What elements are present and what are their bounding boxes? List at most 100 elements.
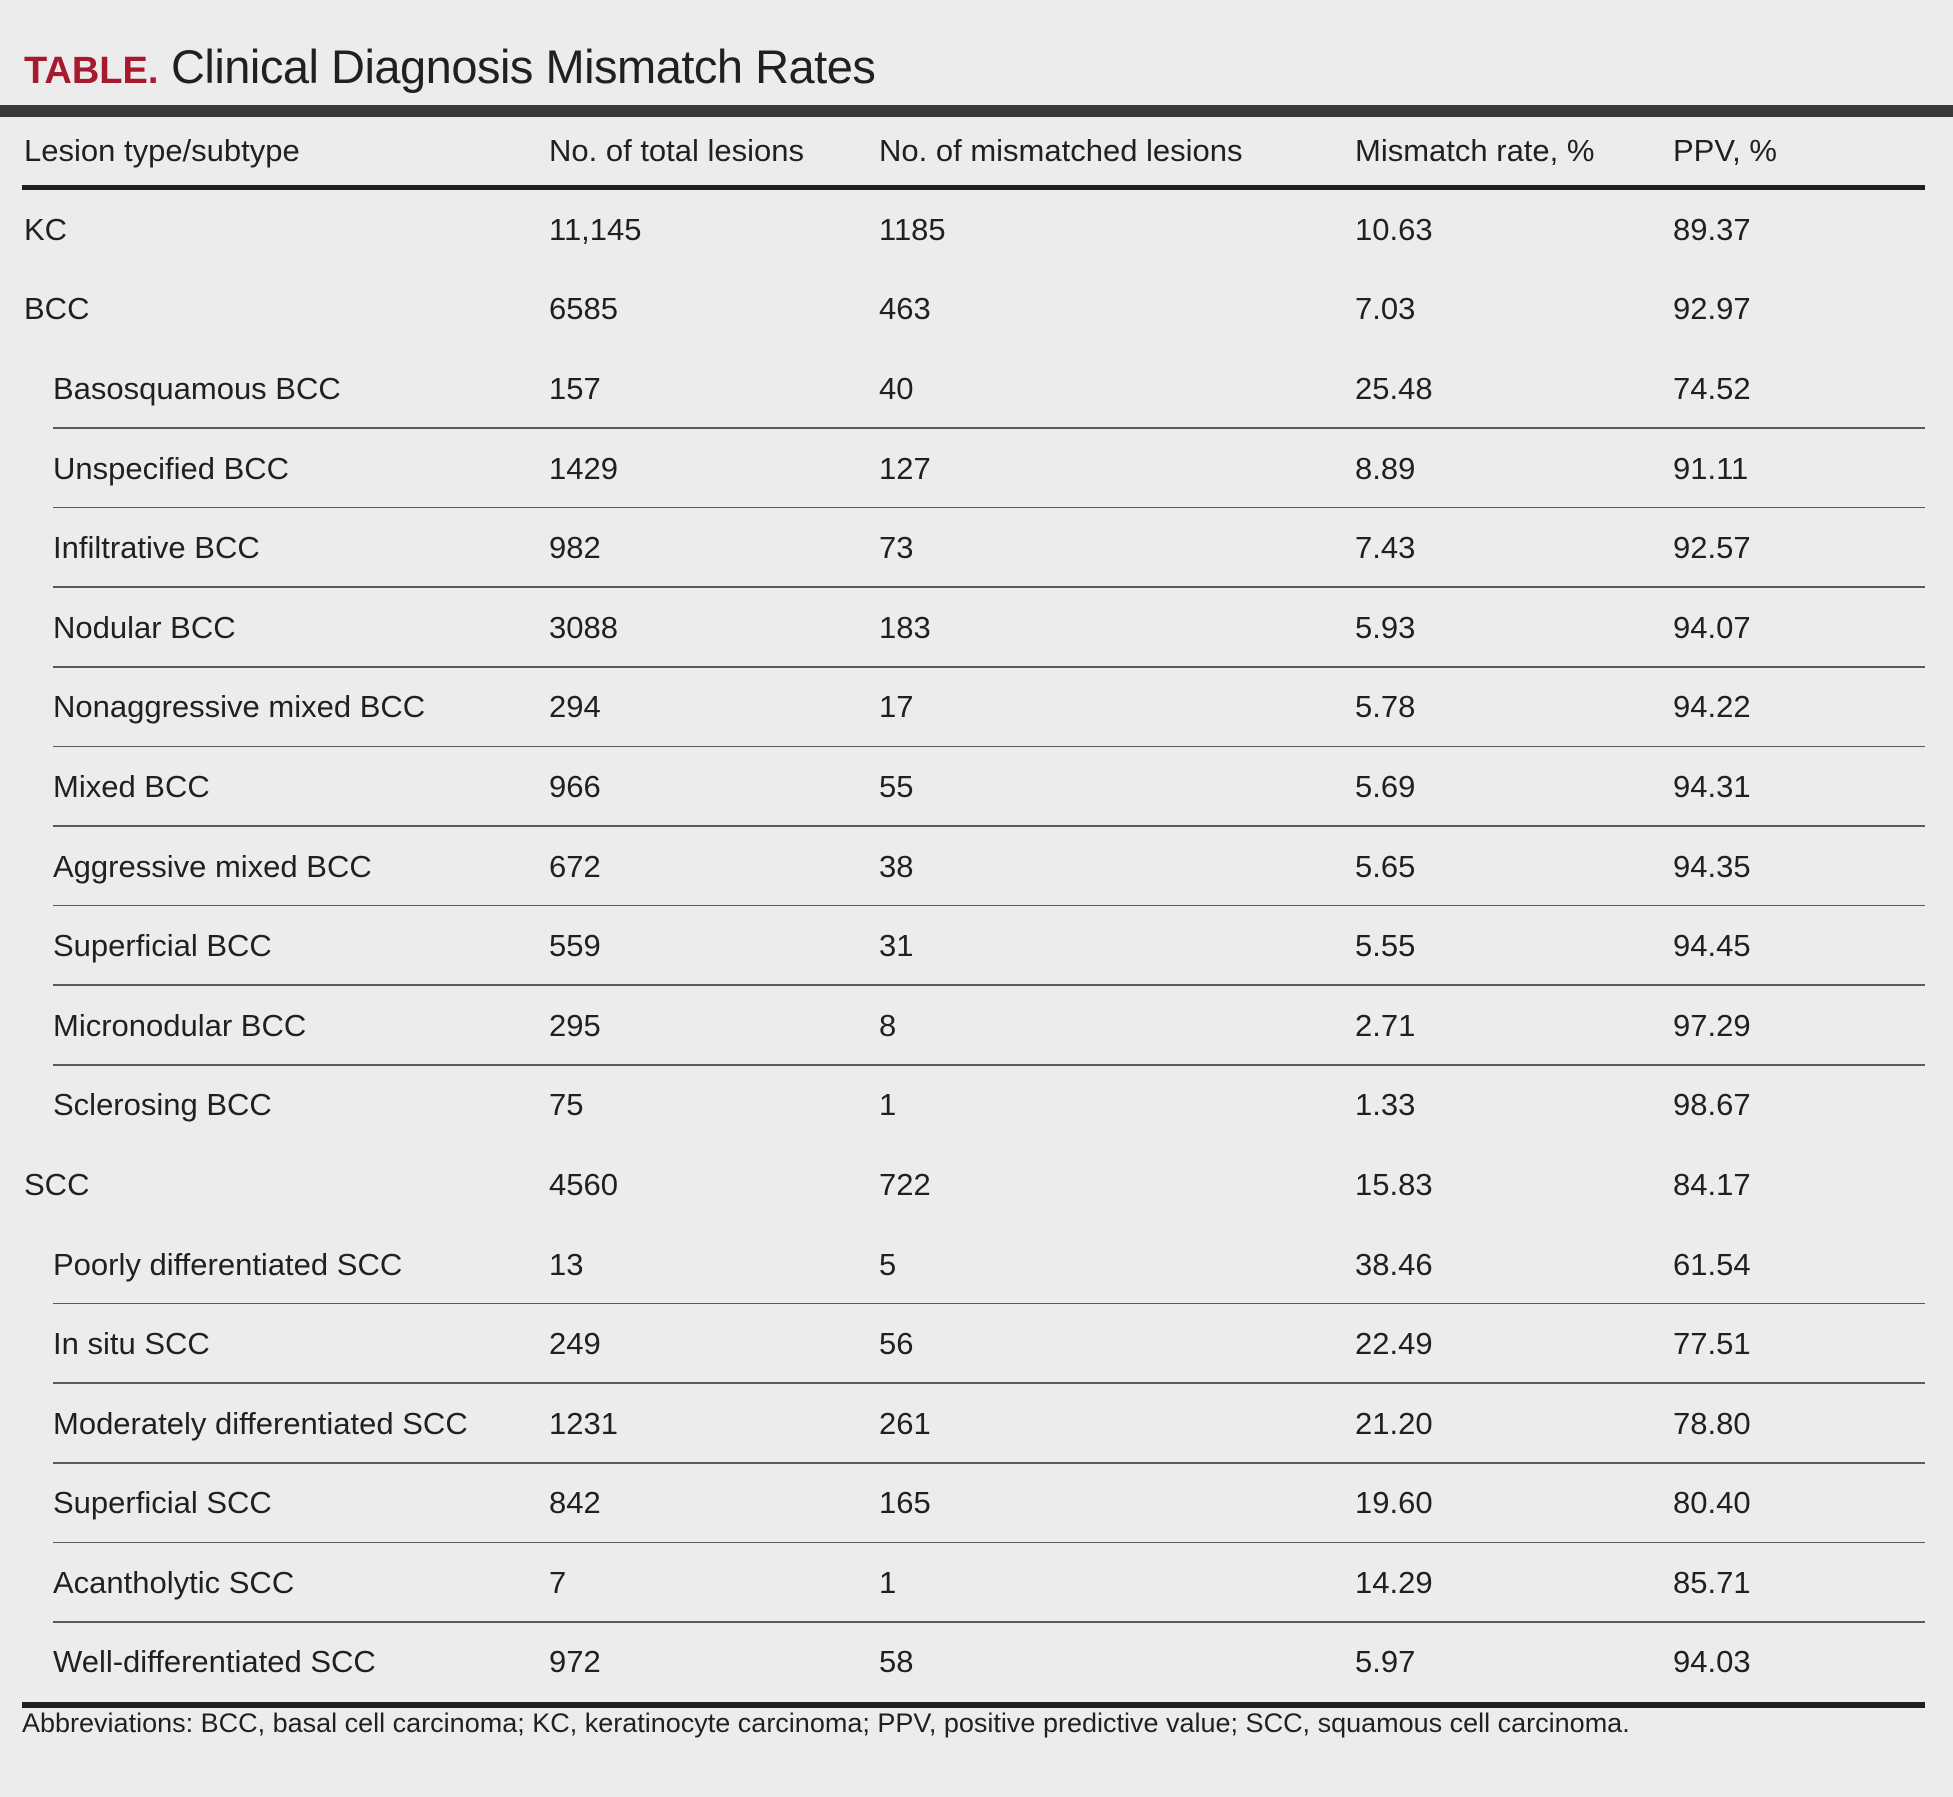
table-body: KC 11,145 1185 10.63 89.37 BCC 6585 463 7.03 92.9… [22,190,1925,1702]
cell-mismatch-rate: 14.29 [1355,1564,1433,1600]
row-divider [53,825,1925,827]
table-row: Poorly differentiated SCC 13 5 38.46 61.54 [22,1225,1925,1305]
cell-ppv: 92.57 [1673,530,1751,566]
cell-mismatched-lesions: 1 [879,1087,897,1123]
cell-ppv: 97.29 [1673,1007,1751,1043]
cell-mismatched-lesions: 31 [879,928,914,964]
cell-mismatch-rate: 10.63 [1355,211,1433,247]
row-divider [53,1541,1925,1544]
cell-mismatched-lesions: 127 [879,450,931,486]
cell-ppv: 91.11 [1673,450,1749,486]
cell-mismatched-lesions: 73 [879,530,914,566]
cell-mismatched-lesions: 40 [879,370,914,406]
header-lesion-type: Lesion type/subtype [24,133,300,168]
cell-mismatch-rate: 5.78 [1355,689,1416,725]
table-row: In situ SCC 249 56 22.49 77.51 [22,1304,1925,1384]
row-divider [53,1064,1925,1066]
cell-total-lesions: 249 [549,1326,601,1362]
cell-total-lesions: 1429 [549,450,618,486]
cell-lesion-type: Aggressive mixed BCC [53,848,372,884]
cell-lesion-type: Acantholytic SCC [53,1564,295,1600]
cell-lesion-type: Superficial BCC [53,928,272,964]
cell-ppv: 94.45 [1673,928,1751,964]
cell-mismatch-rate: 5.65 [1355,848,1416,884]
table-label: TABLE. [24,50,159,92]
cell-lesion-type: Mixed BCC [53,768,210,804]
cell-total-lesions: 982 [549,530,601,566]
cell-mismatch-rate: 21.20 [1355,1405,1433,1441]
cell-ppv: 98.67 [1673,1087,1751,1123]
cell-lesion-type: Well-differentiated SCC [53,1644,376,1680]
cell-total-lesions: 1231 [549,1405,618,1441]
cell-mismatched-lesions: 8 [879,1007,897,1043]
header-mismatch-rate: Mismatch rate, % [1355,133,1595,168]
top-rule [0,105,1953,117]
cell-mismatched-lesions: 722 [879,1166,931,1202]
cell-mismatch-rate: 25.48 [1355,370,1433,406]
table-row: Basosquamous BCC 157 40 25.48 74.52 [22,349,1925,429]
cell-mismatched-lesions: 5 [879,1246,897,1282]
row-divider [53,1621,1925,1623]
table-row: Nodular BCC 3088 183 5.93 94.07 [22,588,1925,668]
cell-total-lesions: 842 [549,1485,601,1521]
header-total-lesions: No. of total lesions [549,133,805,168]
cell-total-lesions: 157 [549,370,601,406]
cell-ppv: 74.52 [1673,370,1751,406]
table-row: Superficial SCC 842 165 19.60 80.40 [22,1464,1925,1544]
cell-ppv: 92.97 [1673,291,1751,327]
row-divider [53,666,1925,668]
cell-ppv: 84.17 [1673,1166,1751,1202]
cell-mismatch-rate: 19.60 [1355,1485,1433,1521]
table-row: Well-differentiated SCC 972 58 5.97 94.03 [22,1623,1925,1703]
cell-lesion-type: In situ SCC [53,1326,210,1362]
cell-total-lesions: 295 [549,1007,601,1043]
table-row: Acantholytic SCC 7 1 14.29 85.71 [22,1543,1925,1623]
bottom-rule [22,1702,1925,1709]
cell-mismatched-lesions: 183 [879,609,931,645]
cell-lesion-type: BCC [24,291,90,327]
cell-total-lesions: 4560 [549,1166,618,1202]
table-title: TABLE. Clinical Diagnosis Mismatch Rates [24,32,876,106]
cell-total-lesions: 13 [549,1246,584,1282]
row-divider [53,427,1925,429]
table-row: Aggressive mixed BCC 672 38 5.65 94.35 [22,827,1925,907]
cell-mismatch-rate: 1.33 [1355,1087,1416,1123]
cell-total-lesions: 7 [549,1564,567,1600]
cell-ppv: 89.37 [1673,211,1751,247]
table-row: SCC 4560 722 15.83 84.17 [22,1145,1925,1225]
cell-total-lesions: 972 [549,1644,601,1680]
cell-mismatch-rate: 2.71 [1355,1007,1416,1043]
cell-mismatched-lesions: 1 [879,1564,897,1600]
cell-mismatch-rate: 38.46 [1355,1246,1433,1282]
cell-mismatch-rate: 22.49 [1355,1326,1433,1362]
row-divider [53,984,1925,986]
cell-mismatched-lesions: 38 [879,848,914,884]
cell-total-lesions: 6585 [549,291,618,327]
cell-lesion-type: SCC [24,1166,90,1202]
cell-mismatch-rate: 5.93 [1355,609,1416,645]
cell-mismatched-lesions: 463 [879,291,931,327]
table-row: Superficial BCC 559 31 5.55 94.45 [22,906,1925,986]
cell-lesion-type: Moderately differentiated SCC [53,1405,468,1441]
row-divider [53,586,1925,588]
table-row: KC 11,145 1185 10.63 89.37 [22,190,1925,270]
cell-total-lesions: 11,145 [549,211,642,247]
cell-mismatched-lesions: 55 [879,768,914,804]
footnote: Abbreviations: BCC, basal cell carcinoma… [22,1708,1630,1738]
cell-mismatch-rate: 5.69 [1355,768,1416,804]
cell-ppv: 61.54 [1673,1246,1751,1282]
cell-mismatched-lesions: 261 [879,1405,931,1441]
table-row: Unspecified BCC 1429 127 8.89 91.11 [22,429,1925,509]
mismatch-table: Lesion type/subtype No. of total lesions… [22,117,1925,1709]
cell-ppv: 94.07 [1673,609,1751,645]
cell-ppv: 94.22 [1673,689,1751,725]
cell-lesion-type: Infiltrative BCC [53,530,260,566]
cell-ppv: 94.03 [1673,1644,1751,1680]
cell-mismatch-rate: 5.55 [1355,928,1416,964]
table-row: Infiltrative BCC 982 73 7.43 92.57 [22,508,1925,588]
table-row: Micronodular BCC 295 8 2.71 97.29 [22,986,1925,1066]
row-divider [53,904,1925,907]
row-divider [53,1462,1925,1464]
table-row: BCC 6585 463 7.03 92.97 [22,270,1925,350]
cell-mismatch-rate: 5.97 [1355,1644,1416,1680]
